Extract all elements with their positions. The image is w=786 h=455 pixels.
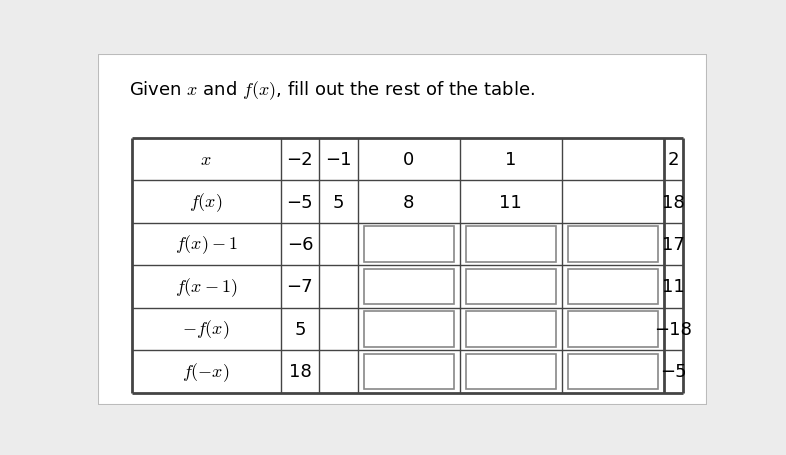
Text: 11: 11 [499, 193, 522, 211]
Bar [567, 269, 658, 304]
Text: −5: −5 [287, 193, 313, 211]
Text: −1: −1 [325, 151, 351, 169]
Bar [567, 312, 658, 347]
Bar [567, 354, 658, 389]
Bar [466, 227, 556, 262]
Text: −2: −2 [287, 151, 313, 169]
Text: $f(x)$: $f(x)$ [189, 191, 223, 213]
Text: 5: 5 [294, 320, 306, 338]
Text: 0: 0 [403, 151, 414, 169]
Text: −6: −6 [287, 236, 313, 253]
Text: −5: −5 [660, 363, 687, 380]
Text: 2: 2 [667, 151, 679, 169]
Bar [466, 354, 556, 389]
Text: 1: 1 [505, 151, 516, 169]
Bar [364, 269, 454, 304]
Text: $f(x - 1)$: $f(x - 1)$ [174, 276, 237, 298]
Bar [567, 227, 658, 262]
Text: 8: 8 [403, 193, 414, 211]
Text: 17: 17 [662, 236, 685, 253]
Text: Given $x$ and $f(x)$, fill out the rest of the table.: Given $x$ and $f(x)$, fill out the rest … [129, 79, 534, 102]
Text: 18: 18 [662, 193, 685, 211]
Bar [364, 227, 454, 262]
Bar [466, 269, 556, 304]
Bar [364, 312, 454, 347]
Text: 11: 11 [662, 278, 685, 296]
Text: 18: 18 [288, 363, 311, 380]
Text: $f(x) - 1$: $f(x) - 1$ [174, 233, 237, 256]
Text: −18: −18 [655, 320, 692, 338]
Text: $x$: $x$ [200, 151, 212, 169]
Bar [364, 354, 454, 389]
Text: −7: −7 [287, 278, 313, 296]
Text: $f( - x)$: $f( - x)$ [182, 360, 230, 383]
Bar [466, 312, 556, 347]
Text: 5: 5 [332, 193, 344, 211]
Text: $- f(x)$: $- f(x)$ [182, 318, 230, 340]
